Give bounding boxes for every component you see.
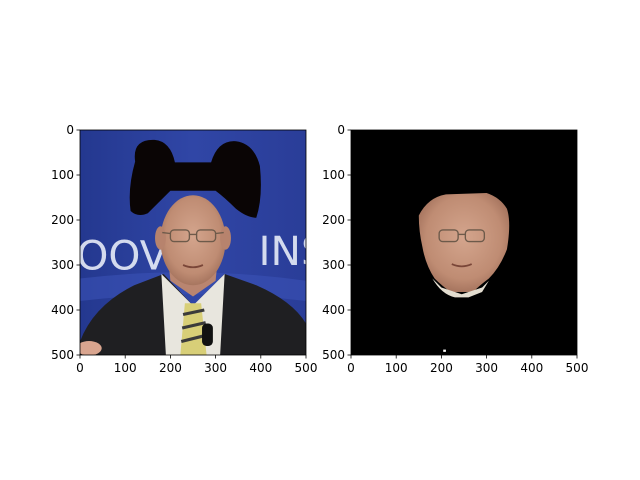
axes-2-xtick-label: 300	[475, 361, 498, 375]
axes-2-xtick-label: 0	[347, 361, 355, 375]
axes-1-frame	[79, 129, 307, 356]
hand	[80, 341, 102, 356]
axes-1-ytick-label: 300	[51, 258, 74, 272]
axes-1-ytick-label: 400	[51, 303, 74, 317]
face	[160, 195, 226, 286]
axes-2-ytick-label: 200	[322, 213, 345, 227]
axes-2-ytick-label: 100	[322, 168, 345, 182]
mouth	[182, 264, 204, 269]
axes-1-xtick-label: 300	[204, 361, 227, 375]
axes-2-ytick-label: 300	[322, 258, 345, 272]
axes-2-xtick-label: 200	[430, 361, 453, 375]
face-region	[418, 193, 510, 292]
microphone	[202, 323, 213, 346]
axes-1-ytick-label: 200	[51, 213, 74, 227]
axes-1-xtick-label: 0	[76, 361, 84, 375]
axes-1-xtick-label: 400	[249, 361, 272, 375]
axes-1-ytick-label: 100	[51, 168, 74, 182]
axes-2-xtick-label: 400	[520, 361, 543, 375]
original-photo: OOV INS	[76, 130, 327, 356]
glasses-right	[438, 229, 486, 243]
collar-fragment	[432, 278, 489, 298]
backdrop-text-right: INS	[259, 227, 327, 275]
ear-right	[220, 226, 231, 250]
axes-2-ytick-label: 0	[337, 123, 345, 137]
axes-1-xtick-label: 500	[295, 361, 318, 375]
right-image-panel	[351, 130, 577, 355]
left-image-panel: OOV INS	[76, 130, 327, 356]
speck	[443, 349, 446, 352]
glasses	[162, 229, 224, 243]
segmented-face	[351, 130, 577, 355]
axes-2-ytick-label: 400	[322, 303, 345, 317]
axes-2-xtick-label: 100	[385, 361, 408, 375]
axes-2-ytick-label: 500	[322, 348, 345, 362]
ear-left	[155, 226, 166, 250]
axes-2-xtick-label: 500	[566, 361, 589, 375]
axes-1-xtick-label: 100	[114, 361, 137, 375]
axes-1-xtick-label: 200	[159, 361, 182, 375]
tie	[180, 303, 207, 355]
axes-1-ytick-label: 500	[51, 348, 74, 362]
mouth-right	[451, 263, 473, 268]
axes-1-ytick-label: 0	[66, 123, 74, 137]
backdrop-text-left: OOV	[76, 232, 167, 280]
axes-2-frame	[350, 129, 578, 356]
bow-shape	[129, 139, 261, 218]
